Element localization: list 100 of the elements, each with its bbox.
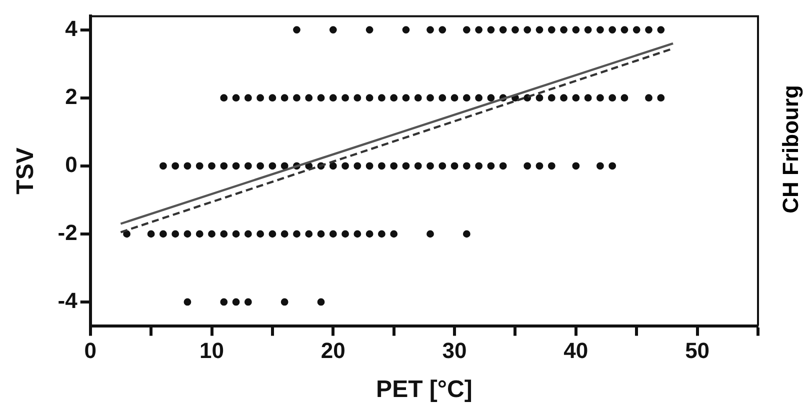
point xyxy=(220,94,228,102)
point xyxy=(280,298,288,306)
point xyxy=(317,230,325,238)
point xyxy=(426,162,434,170)
y-tick-label: 2 xyxy=(65,84,78,109)
point xyxy=(208,162,216,170)
point xyxy=(220,298,228,306)
point xyxy=(450,162,458,170)
point xyxy=(244,298,252,306)
point xyxy=(536,162,544,170)
point xyxy=(572,26,580,34)
point xyxy=(402,162,410,170)
point xyxy=(317,94,325,102)
point xyxy=(220,230,228,238)
point xyxy=(487,162,495,170)
point xyxy=(475,162,483,170)
point xyxy=(560,94,568,102)
point xyxy=(402,94,410,102)
point xyxy=(256,94,264,102)
point xyxy=(280,230,288,238)
point xyxy=(172,230,180,238)
point xyxy=(608,162,616,170)
point xyxy=(232,162,240,170)
point xyxy=(378,230,386,238)
point xyxy=(208,230,216,238)
point xyxy=(487,26,495,34)
x-axis-title: PET [°C] xyxy=(376,376,472,404)
point xyxy=(378,162,386,170)
point xyxy=(632,26,640,34)
point xyxy=(645,94,652,102)
point xyxy=(342,162,349,170)
point xyxy=(329,230,337,238)
point xyxy=(596,162,604,170)
point xyxy=(280,94,288,102)
x-tick-label: 30 xyxy=(442,338,467,364)
point xyxy=(172,162,180,170)
point xyxy=(608,94,616,102)
point xyxy=(536,26,544,34)
point xyxy=(584,94,592,102)
point xyxy=(524,26,532,34)
point xyxy=(390,230,398,238)
point xyxy=(366,162,374,170)
point xyxy=(512,26,519,34)
point xyxy=(657,94,665,102)
point xyxy=(402,26,410,34)
point xyxy=(354,94,362,102)
point xyxy=(462,26,470,34)
point xyxy=(645,26,652,34)
point xyxy=(620,26,628,34)
point xyxy=(572,94,580,102)
point xyxy=(256,162,264,170)
point xyxy=(366,26,374,34)
point xyxy=(462,230,470,238)
x-tick-label: 10 xyxy=(200,338,224,364)
point xyxy=(329,162,337,170)
point xyxy=(147,230,155,238)
point xyxy=(657,26,665,34)
point xyxy=(414,162,422,170)
point xyxy=(438,162,446,170)
point xyxy=(536,94,544,102)
point xyxy=(159,230,167,238)
point xyxy=(232,94,240,102)
point xyxy=(584,26,592,34)
point xyxy=(159,162,167,170)
x-tick-label: 0 xyxy=(84,338,96,364)
y-axis-title: TSV xyxy=(12,148,40,194)
point xyxy=(244,94,252,102)
point xyxy=(462,162,470,170)
point xyxy=(620,94,628,102)
point xyxy=(548,94,556,102)
point xyxy=(378,94,386,102)
point xyxy=(390,162,398,170)
point xyxy=(317,298,325,306)
point xyxy=(354,162,362,170)
point xyxy=(596,26,604,34)
point xyxy=(280,162,288,170)
point xyxy=(244,162,252,170)
x-tick-label: 20 xyxy=(320,338,346,364)
point xyxy=(329,26,337,34)
point xyxy=(268,162,276,170)
point xyxy=(475,26,483,34)
point xyxy=(608,26,616,34)
point xyxy=(220,162,228,170)
point xyxy=(342,94,349,102)
point xyxy=(268,230,276,238)
y-tick-label: -2 xyxy=(58,220,78,246)
point xyxy=(305,94,313,102)
point xyxy=(572,162,580,170)
point xyxy=(560,26,568,34)
point xyxy=(450,94,458,102)
y-tick-label: -4 xyxy=(58,288,78,314)
point xyxy=(293,94,300,102)
point xyxy=(366,94,374,102)
point xyxy=(414,94,422,102)
x-tick-label: 40 xyxy=(564,338,588,364)
point xyxy=(342,230,349,238)
y-tick-label: 4 xyxy=(65,16,78,41)
text: CH Fribourg xyxy=(778,85,804,214)
point xyxy=(354,230,362,238)
point xyxy=(232,230,240,238)
